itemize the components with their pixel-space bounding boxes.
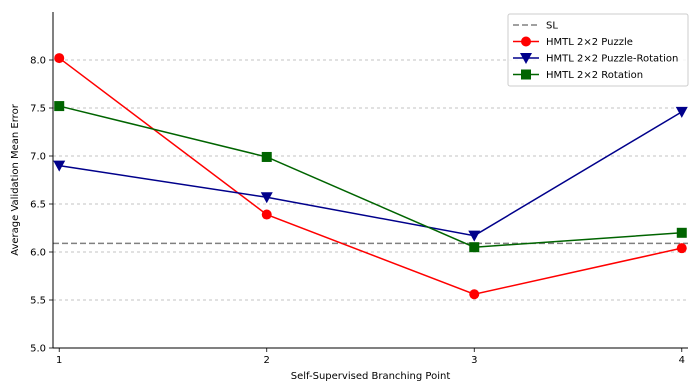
data-point xyxy=(54,101,65,112)
series-2 xyxy=(54,101,687,253)
y-tick-label: 7.0 xyxy=(30,152,46,163)
data-point xyxy=(468,230,481,242)
data-point xyxy=(676,243,687,254)
y-tick-label: 6.0 xyxy=(30,248,46,259)
data-point xyxy=(261,209,272,220)
legend-label: HMTL 2×2 Rotation xyxy=(546,70,643,81)
series-layer xyxy=(53,53,688,300)
data-point xyxy=(469,289,480,300)
legend-entry: SL xyxy=(513,21,558,32)
data-point xyxy=(260,192,273,204)
data-point xyxy=(676,227,687,238)
x-tick-label: 4 xyxy=(679,355,685,366)
x-tick-label: 1 xyxy=(56,355,62,366)
legend-box xyxy=(507,13,689,87)
legend: SL HMTL 2×2 Puzzle HMTL 2×2 Puzzle-Rotatio… xyxy=(507,13,689,87)
series-line xyxy=(59,105,682,248)
legend-marker xyxy=(521,36,531,47)
y-axis-label: Average Validation Mean Error xyxy=(10,103,21,255)
legend-entry: HMTL 2×2 Puzzle xyxy=(513,36,633,48)
data-point xyxy=(54,53,65,64)
series-0 xyxy=(54,53,687,300)
data-point xyxy=(469,242,480,253)
legend-label: SL xyxy=(546,21,558,32)
y-tick-label: 5.5 xyxy=(30,296,46,307)
y-tick-label: 6.5 xyxy=(30,200,46,211)
x-tick-label: 3 xyxy=(471,355,477,366)
series-1 xyxy=(53,106,688,242)
legend-entry: HMTL 2×2 Puzzle-Rotation xyxy=(513,53,678,65)
legend-marker xyxy=(520,53,532,64)
legend-marker xyxy=(521,69,531,80)
grid-lines xyxy=(53,59,688,349)
y-tick-label: 8.0 xyxy=(30,56,46,67)
y-tick-label: 7.5 xyxy=(30,104,46,115)
x-tick-label: 2 xyxy=(264,355,270,366)
x-axis-label: Self-Supervised Branching Point xyxy=(291,371,451,381)
legend-entry: HMTL 2×2 Rotation xyxy=(513,69,643,81)
tick-labels: 5.0 5.5 6.0 6.5 7.0 7.5 8.0 1 2 3 4 xyxy=(30,56,685,367)
data-point xyxy=(261,151,272,162)
series-line xyxy=(59,111,683,237)
data-point xyxy=(53,160,66,172)
data-point xyxy=(675,106,688,118)
legend-label: HMTL 2×2 Puzzle xyxy=(546,37,633,48)
y-tick-label: 5.0 xyxy=(30,344,46,355)
legend-label: HMTL 2×2 Puzzle-Rotation xyxy=(546,54,678,65)
series-line xyxy=(58,57,682,296)
axes xyxy=(49,12,688,352)
